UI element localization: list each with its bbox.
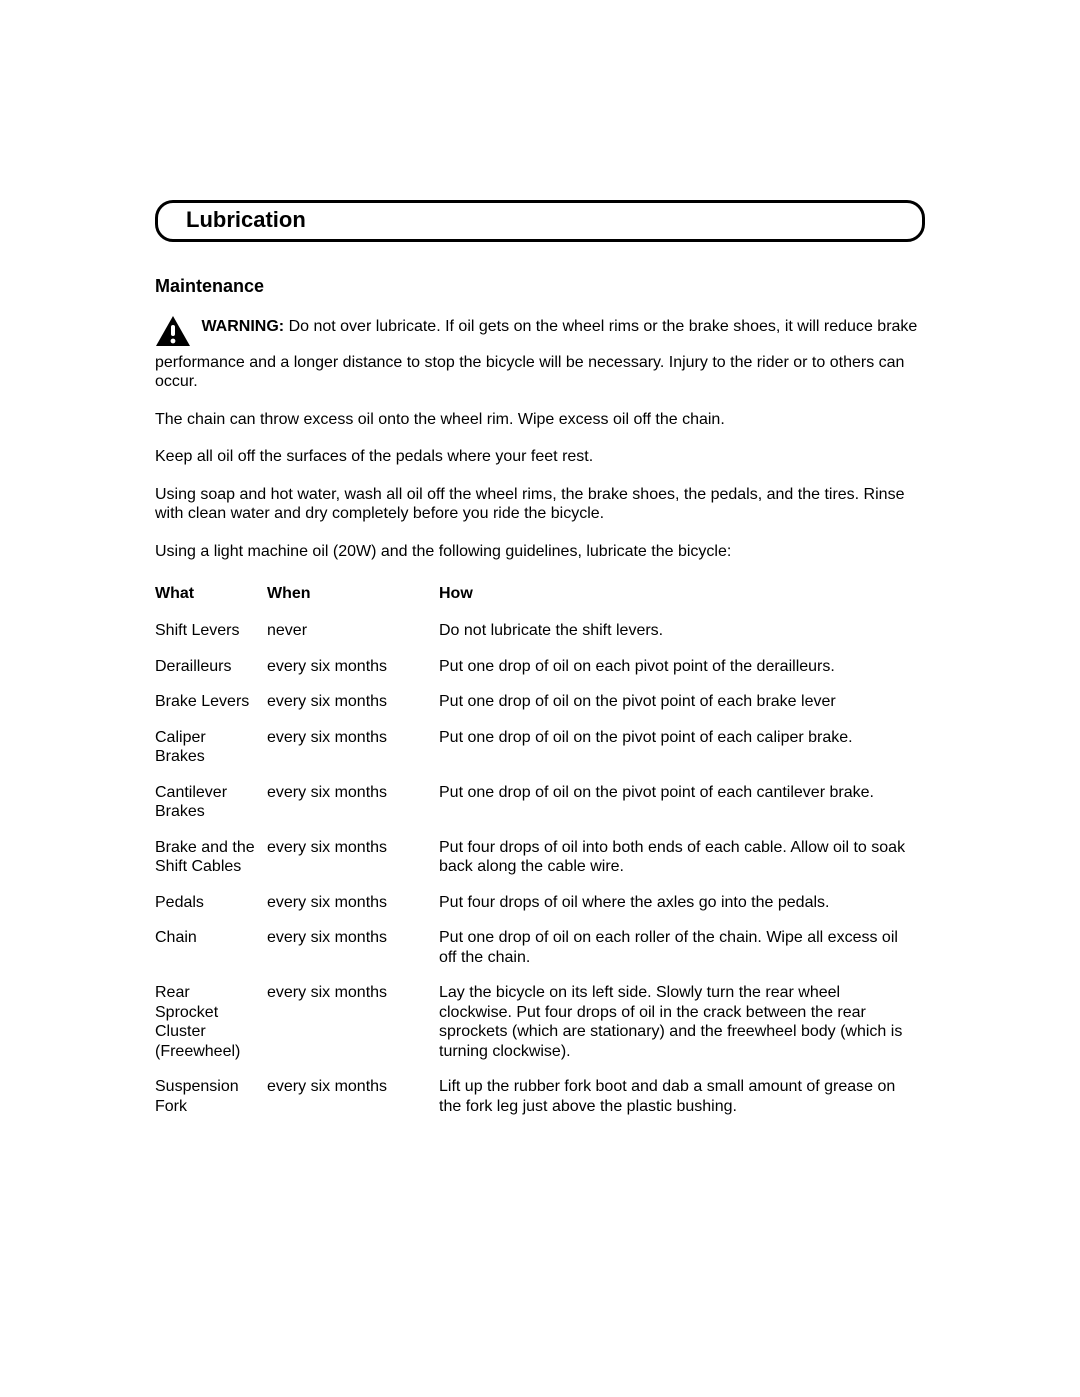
cell-what: Derailleurs [155,649,267,685]
table-row: Brake and the Shift Cables every six mon… [155,830,925,885]
cell-when: every six months [267,1069,439,1124]
cell-what: Chain [155,920,267,975]
paragraph: Using soap and hot water, wash all oil o… [155,485,925,524]
cell-what: Caliper Brakes [155,720,267,775]
table-row: Rear Sprocket Cluster (Freewheel) every … [155,975,925,1069]
cell-when: never [267,613,439,649]
cell-how: Lay the bicycle on its left side. Slowly… [439,975,925,1069]
cell-how: Put one drop of oil on the pivot point o… [439,720,925,775]
paragraph: Using a light machine oil (20W) and the … [155,542,925,562]
cell-what: Cantilever Brakes [155,775,267,830]
cell-how: Put one drop of oil on each roller of th… [439,920,925,975]
cell-when: every six months [267,885,439,921]
cell-when: every six months [267,775,439,830]
lubrication-table: What When How Shift Levers never Do not … [155,579,925,1124]
col-header-what: What [155,579,267,613]
cell-how: Put one drop of oil on each pivot point … [439,649,925,685]
table-body: Shift Levers never Do not lubricate the … [155,613,925,1124]
col-header-how: How [439,579,925,613]
cell-when: every six months [267,830,439,885]
cell-when: every six months [267,684,439,720]
cell-when: every six months [267,920,439,975]
cell-when: every six months [267,975,439,1069]
table-row: Derailleurs every six months Put one dro… [155,649,925,685]
cell-what: Rear Sprocket Cluster (Freewheel) [155,975,267,1069]
section-title-box: Lubrication [155,200,925,242]
cell-what: Suspension Fork [155,1069,267,1124]
warning-block: WARNING: Do not over lubricate. If oil g… [155,317,925,392]
cell-what: Brake Levers [155,684,267,720]
cell-how: Lift up the rubber fork boot and dab a s… [439,1069,925,1124]
warning-icon [155,315,191,353]
table-header-row: What When How [155,579,925,613]
page: Lubrication Maintenance WARNING: Do not … [0,0,1080,1397]
table-row: Pedals every six months Put four drops o… [155,885,925,921]
cell-how: Put four drops of oil into both ends of … [439,830,925,885]
paragraph: The chain can throw excess oil onto the … [155,410,925,430]
cell-what: Pedals [155,885,267,921]
cell-how: Put one drop of oil on the pivot point o… [439,684,925,720]
table-row: Chain every six months Put one drop of o… [155,920,925,975]
warning-label: WARNING: [201,318,284,335]
section-title: Lubrication [186,207,902,233]
cell-how: Put four drops of oil where the axles go… [439,885,925,921]
cell-how: Do not lubricate the shift levers. [439,613,925,649]
table-row: Caliper Brakes every six months Put one … [155,720,925,775]
cell-what: Brake and the Shift Cables [155,830,267,885]
subheading-maintenance: Maintenance [155,276,925,297]
table-row: Shift Levers never Do not lubricate the … [155,613,925,649]
paragraph: Keep all oil off the surfaces of the ped… [155,447,925,467]
col-header-when: When [267,579,439,613]
cell-how: Put one drop of oil on the pivot point o… [439,775,925,830]
table-row: Cantilever Brakes every six months Put o… [155,775,925,830]
table-row: Suspension Fork every six months Lift up… [155,1069,925,1124]
cell-what: Shift Levers [155,613,267,649]
cell-when: every six months [267,720,439,775]
table-row: Brake Levers every six months Put one dr… [155,684,925,720]
cell-when: every six months [267,649,439,685]
